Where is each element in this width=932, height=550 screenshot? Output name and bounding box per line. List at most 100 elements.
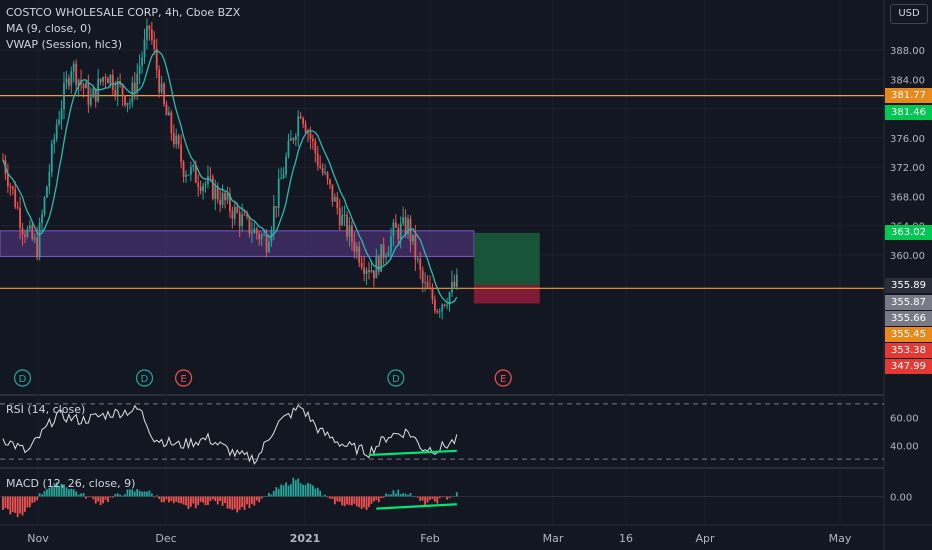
- macd-histogram-bar: [55, 482, 58, 497]
- macd-histogram-bar: [82, 492, 85, 497]
- candle-body: [182, 161, 185, 177]
- price-tag-last: 355.87: [885, 295, 932, 310]
- candle-body: [250, 232, 253, 234]
- candle-body: [65, 78, 68, 83]
- candle-body: [229, 193, 231, 212]
- macd-histogram-bar: [260, 496, 263, 499]
- candle-body: [438, 311, 441, 313]
- candle-body: [253, 228, 256, 233]
- macd-histogram-bar: [121, 495, 124, 497]
- candle-body: [87, 82, 90, 105]
- macd-histogram-bar: [275, 487, 278, 497]
- macd-histogram-bar: [194, 496, 197, 509]
- candle-body: [109, 74, 112, 84]
- y-tick-label: 384.00: [890, 75, 925, 86]
- macd-histogram-bar: [67, 489, 70, 497]
- event-marker: [13, 369, 32, 387]
- macd-histogram-bar: [53, 483, 56, 497]
- macd-histogram-bar: [97, 496, 100, 502]
- event-marker: [135, 369, 154, 387]
- macd-legend[interactable]: MACD (12, 26, close, 9): [6, 477, 136, 490]
- macd-histogram-bar: [153, 496, 156, 498]
- candle-body: [446, 304, 448, 306]
- macd-histogram-bar: [202, 496, 204, 503]
- price-tag-vwap: 381.46: [885, 105, 932, 120]
- macd-histogram-bar: [175, 496, 178, 502]
- candle-body: [126, 102, 129, 106]
- candle-body: [387, 251, 390, 256]
- candle-body: [11, 186, 14, 190]
- macd-histogram-bar: [255, 496, 258, 501]
- candle-body: [121, 84, 124, 96]
- macd-histogram-bar: [297, 478, 300, 497]
- candle-body: [185, 174, 187, 177]
- chart-title[interactable]: COSTCO WHOLESALE CORP, 4h, Cboe BZX: [6, 6, 241, 19]
- candle-body: [402, 217, 405, 224]
- macd-histogram-bar: [326, 496, 329, 498]
- candle-body: [316, 153, 319, 166]
- macd-histogram-bar: [377, 496, 380, 503]
- macd-histogram-bar: [365, 496, 368, 510]
- macd-histogram-bar: [355, 496, 358, 507]
- macd-histogram-bar: [141, 491, 143, 497]
- macd-histogram-bar: [375, 496, 378, 501]
- candle-body: [165, 104, 168, 116]
- x-tick-label: Nov: [27, 532, 49, 545]
- price-tag-ma: 355.66: [885, 311, 932, 326]
- macd-histogram-bar: [250, 496, 253, 504]
- macd-histogram-bar: [453, 496, 456, 498]
- candle-body: [412, 234, 414, 242]
- macd-histogram-bar: [114, 493, 117, 497]
- macd-histogram-bar: [4, 496, 7, 508]
- macd-histogram-bar: [353, 496, 356, 504]
- macd-histogram-bar: [441, 496, 444, 498]
- macd-histogram-bar: [287, 485, 290, 497]
- macd-histogram-bar: [107, 496, 109, 502]
- long-position-stop: [473, 285, 540, 304]
- candle-body: [263, 234, 265, 236]
- macd-histogram-bar: [87, 496, 90, 498]
- macd-histogram-bar: [394, 493, 397, 497]
- macd-histogram-bar: [85, 496, 87, 499]
- y-tick-label: 372.00: [890, 163, 925, 174]
- candle-body: [453, 281, 456, 288]
- macd-histogram-bar: [63, 484, 65, 497]
- macd-histogram-bar: [277, 488, 280, 497]
- macd-histogram-bar: [331, 496, 334, 499]
- candle-body: [287, 140, 290, 157]
- candle-body: [155, 49, 158, 70]
- x-tick-label: Apr: [695, 532, 715, 545]
- candle-body: [302, 118, 305, 125]
- vwap-legend[interactable]: VWAP (Session, hlc3): [6, 38, 123, 51]
- currency-button[interactable]: USD: [890, 4, 928, 24]
- event-marker: [174, 369, 193, 387]
- candle-body: [307, 132, 309, 134]
- candle-body: [365, 270, 368, 274]
- macd-histogram-bar: [412, 496, 414, 498]
- rsi-legend[interactable]: RSI (14, close): [6, 403, 86, 416]
- candle-body: [197, 182, 200, 187]
- candle-body: [187, 174, 190, 176]
- macd-histogram-bar: [21, 496, 24, 516]
- macd-histogram-bar: [219, 496, 222, 502]
- macd-histogram-bar: [285, 482, 287, 497]
- macd-histogram-bar: [70, 488, 73, 497]
- candle-body: [136, 73, 139, 92]
- event-label: E: [500, 374, 506, 385]
- macd-histogram-bar: [372, 496, 375, 502]
- macd-histogram-bar: [165, 496, 168, 500]
- macd-histogram-bar: [36, 496, 39, 501]
- macd-histogram-bar: [387, 494, 390, 497]
- macd-divergence-line: [376, 503, 457, 510]
- macd-histogram-bar: [380, 496, 383, 499]
- ma-legend[interactable]: MA (9, close, 0): [6, 22, 92, 35]
- candle-body: [416, 258, 419, 260]
- candle-body: [116, 81, 119, 96]
- macd-histogram-bar: [204, 496, 207, 506]
- macd-histogram-bar: [168, 496, 170, 503]
- macd-histogram-bar: [94, 496, 97, 504]
- macd-histogram-bar: [89, 496, 92, 498]
- macd-histogram-bar: [258, 496, 261, 503]
- macd-histogram-bar: [226, 496, 229, 509]
